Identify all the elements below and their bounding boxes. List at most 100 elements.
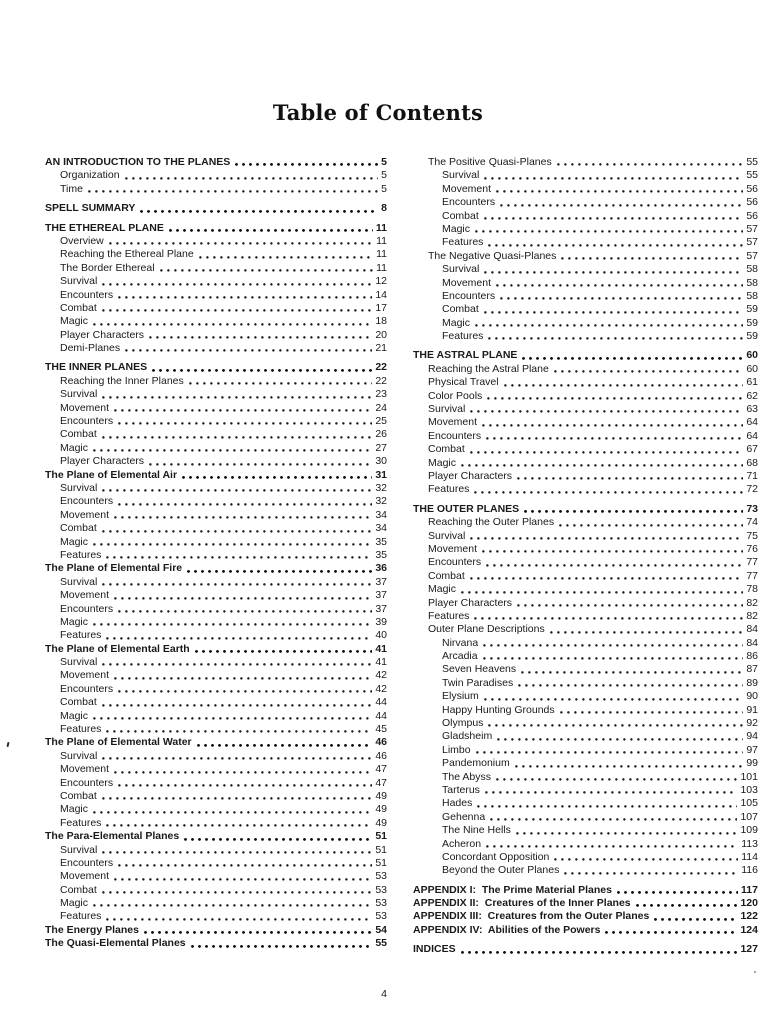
toc-entry-label: Gladsheim (442, 730, 493, 743)
toc-entry-label: Concordant Opposition (442, 850, 550, 863)
toc-entry: Reaching the Inner Planes 22 (45, 375, 387, 388)
toc-entry-label: Survival (60, 388, 98, 401)
toc-entry: Acheron 113 (413, 838, 758, 851)
toc-entry-page: 56 (746, 196, 758, 209)
toc-entry-label: Features (428, 609, 470, 622)
toc-entry-label: THE INNER PLANES (45, 361, 148, 374)
toc-entry-page: 78 (746, 583, 758, 596)
dot-leader (101, 529, 373, 533)
toc-entry: Movement 24 (45, 402, 387, 415)
toc-entry: Magic 27 (45, 442, 387, 455)
toc-entry-label: Magic (60, 897, 89, 910)
toc-entry-label: The Quasi-Elemental Planes (45, 937, 186, 950)
dot-leader (474, 617, 744, 621)
toc-entry: INDICES 127 (413, 943, 758, 956)
toc-entry: APPENDIX I: The Prime Material Planes 117 (413, 884, 758, 897)
dot-leader (486, 563, 744, 567)
toc-entry-page: 45 (375, 723, 387, 736)
toc-entry-label: Features (60, 910, 102, 923)
dot-leader (143, 931, 373, 935)
toc-entry-page: 94 (746, 730, 758, 743)
toc-entry-label: Encounters (428, 429, 482, 442)
toc-entry-label: Encounters (428, 556, 482, 569)
toc-entry-label: Magic (60, 615, 89, 628)
toc-entry-page: 57 (746, 222, 758, 235)
toc-entry: Survival 41 (45, 656, 387, 669)
toc-entry: Physical Travel 61 (413, 376, 758, 389)
toc-entry-page: 35 (375, 548, 387, 561)
dot-leader (475, 751, 744, 755)
toc-entry-page: 47 (375, 763, 387, 776)
toc-entry-label: Nirvana (442, 636, 479, 649)
toc-entry: AN INTRODUCTION TO THE PLANES 5 (45, 156, 387, 169)
toc-entry-page: 64 (746, 429, 758, 442)
toc-entry-label: Features (428, 483, 470, 496)
toc-entry-label: Arcadia (442, 650, 478, 663)
toc-entry-page: 117 (741, 883, 758, 896)
toc-entry-page: 120 (740, 897, 758, 910)
toc-entry: Concordant Opposition 114 (413, 851, 758, 864)
toc-entry-label: Player Characters (428, 469, 513, 482)
toc-entry: Combat 49 (45, 790, 387, 803)
toc-entry-page: 82 (746, 596, 758, 609)
dot-leader (484, 791, 738, 795)
toc-entry-label: Combat (428, 443, 465, 456)
toc-entry-label: Player Characters (60, 328, 145, 341)
toc-entry: Features 72 (413, 483, 758, 496)
dot-leader (108, 242, 374, 246)
toc-entry-label: Features (60, 548, 102, 561)
toc-entry: Twin Paradises 89 (413, 677, 758, 690)
toc-entry-page: 124 (740, 923, 758, 936)
dot-leader (482, 423, 744, 427)
toc-entry: SPELL SUMMARY 8 (45, 202, 387, 215)
toc-entry: THE ASTRAL PLANE 60 (413, 349, 758, 362)
toc-entry-label: Encounters (60, 495, 114, 508)
toc-entry: Encounters 47 (45, 777, 387, 790)
dot-leader (496, 190, 744, 194)
toc-entry-label: Combat (442, 209, 479, 222)
toc-entry: Movement 37 (45, 589, 387, 602)
toc-entry-label: The Plane of Elemental Air (45, 468, 178, 481)
dot-leader (488, 724, 744, 728)
toc-entry-page: 49 (375, 789, 387, 802)
toc-entry-page: 5 (381, 169, 387, 182)
toc-entry: THE OUTER PLANES 73 (413, 503, 758, 516)
toc-entry-label: Survival (60, 275, 98, 288)
toc-entry-page: 74 (746, 516, 758, 529)
toc-entry-page: 8 (381, 202, 387, 215)
toc-entry-page: 72 (746, 483, 758, 496)
toc-entry-label: Reaching the Outer Planes (428, 516, 555, 529)
toc-column-right: The Positive Quasi-Planes 55 Survival 55 Mov… (413, 156, 758, 957)
dot-leader (469, 577, 744, 581)
toc-entry-label: Magic (60, 441, 89, 454)
toc-entry-label: Tarterus (442, 783, 480, 796)
toc-entry-label: Physical Travel (428, 376, 499, 389)
toc-entry-page: 27 (375, 441, 387, 454)
dot-leader (549, 630, 744, 634)
toc-entry-label: APPENDIX III: Creatures from the Outer P… (413, 910, 650, 923)
dot-leader (616, 891, 739, 895)
toc-entry: The Border Ethereal 11 (45, 262, 387, 275)
toc-entry-label: Magic (442, 222, 471, 235)
toc-entry-page: 59 (746, 330, 758, 343)
toc-entry-page: 75 (746, 529, 758, 542)
dot-leader (517, 603, 744, 607)
toc-entry-label: Combat (60, 301, 97, 314)
scan-artifact-mark (6, 741, 10, 748)
dot-leader (102, 282, 373, 286)
toc-entry-page: 73 (746, 502, 758, 515)
toc-entry-label: Encounters (60, 776, 114, 789)
toc-entry-page: 49 (375, 803, 387, 816)
toc-entry-label: The Plane of Elemental Earth (45, 642, 190, 655)
toc-entry-label: Organization (60, 169, 120, 182)
toc-entry-label: Reaching the Inner Planes (60, 374, 184, 387)
dot-leader (190, 944, 373, 948)
toc-entry-label: Movement (60, 870, 110, 883)
toc-entry-label: Survival (442, 263, 480, 276)
toc-entry-label: THE ASTRAL PLANE (413, 349, 518, 362)
dot-leader (483, 216, 744, 220)
dot-leader (125, 349, 373, 353)
toc-entry-label: Movement (428, 416, 478, 429)
toc-entry-label: The Plane of Elemental Fire (45, 562, 183, 575)
toc-entry: Magic 57 (413, 223, 758, 236)
